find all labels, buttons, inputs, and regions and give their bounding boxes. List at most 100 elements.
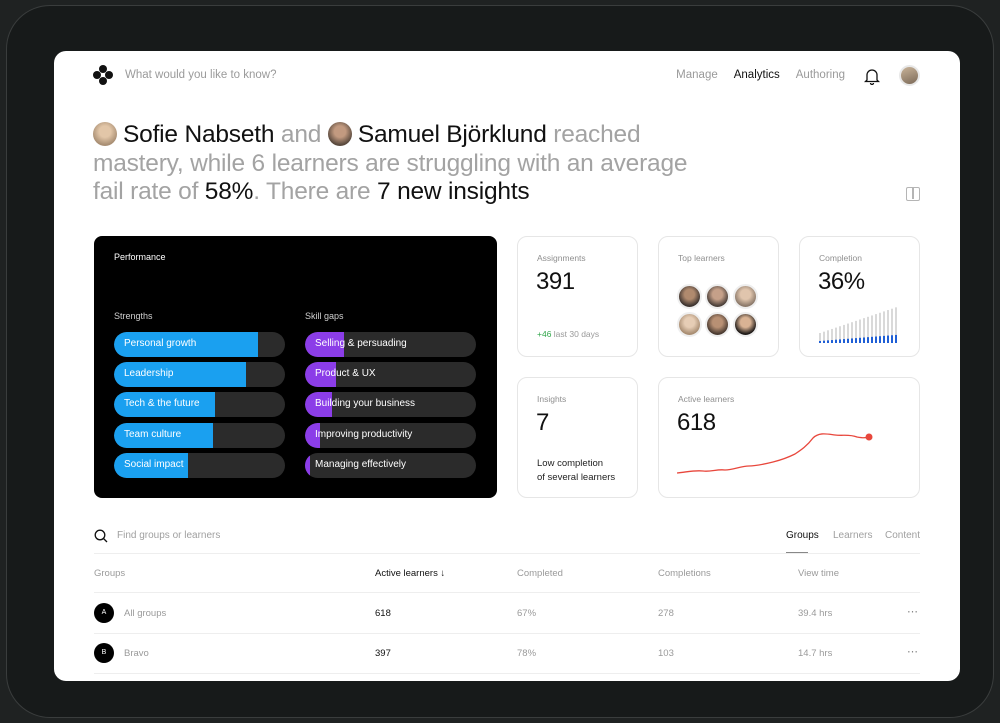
- completion-bar-bg: [871, 315, 873, 343]
- completions-cell: 278: [658, 608, 674, 619]
- avatar[interactable]: [677, 312, 702, 337]
- strength-bar[interactable]: Team culture: [114, 422, 285, 448]
- layout-toggle-icon[interactable]: [906, 187, 920, 201]
- divider: [94, 553, 920, 554]
- completion-bar: [891, 335, 893, 343]
- completion-bar: [863, 337, 865, 343]
- column-view-time[interactable]: View time: [798, 568, 840, 579]
- completion-bar: [843, 339, 845, 343]
- search-icon[interactable]: [94, 529, 108, 543]
- completion-bar-bg: [867, 316, 869, 343]
- completion-bar-bg: [823, 331, 825, 343]
- skill-gap-bar[interactable]: Managing effectively: [305, 452, 476, 478]
- tab-learners[interactable]: Learners: [833, 530, 873, 541]
- completion-bar: [827, 340, 829, 343]
- skill-gap-bar[interactable]: Selling & persuading: [305, 332, 476, 357]
- completion-bar-bg: [835, 327, 837, 343]
- ask-input[interactable]: What would you like to know?: [125, 69, 277, 81]
- completion-bar: [855, 338, 857, 343]
- fail-rate: 58%: [204, 178, 254, 206]
- column-groups[interactable]: Groups: [94, 568, 126, 579]
- strength-bar[interactable]: Social impact: [114, 452, 285, 478]
- divider: [94, 633, 920, 634]
- summary-headline: Sofie Nabseth and Samuel Björklund reach…: [93, 121, 688, 206]
- column-completions[interactable]: Completions: [658, 568, 711, 579]
- completion-bar-bg: [859, 319, 861, 343]
- strength-bar-label: Leadership: [124, 368, 174, 380]
- column-active-learners[interactable]: Active learners ↓: [375, 568, 446, 579]
- card-title: Top learners: [678, 253, 725, 263]
- strength-bar-label: Tech & the future: [124, 398, 200, 410]
- avatar: [327, 122, 352, 146]
- completion-bar-bg: [827, 330, 829, 343]
- card-title: Insights: [537, 394, 567, 404]
- insights-link[interactable]: 7 new insights: [377, 178, 530, 206]
- completion-bar-bg: [847, 323, 849, 343]
- completed-cell: 67%: [517, 608, 537, 619]
- avatar[interactable]: [733, 284, 758, 309]
- avatar[interactable]: [705, 312, 730, 337]
- strength-bar-label: Team culture: [124, 428, 182, 440]
- insights-card[interactable]: Insights 7 Low completion of several lear…: [517, 377, 638, 498]
- completion-card[interactable]: Completion 36%: [799, 236, 920, 357]
- completion-bar: [823, 340, 825, 343]
- completion-bar-bg: [863, 318, 865, 343]
- completed-cell: 78%: [517, 648, 537, 659]
- nav-authoring[interactable]: Authoring: [795, 69, 845, 81]
- completion-bar-bg: [819, 333, 821, 343]
- more-options-icon[interactable]: ⋯: [907, 606, 919, 618]
- avatar[interactable]: [705, 284, 730, 309]
- top-learners-card[interactable]: Top learners: [658, 236, 779, 357]
- top-learners-avatars: [677, 284, 761, 337]
- assignments-card[interactable]: Assignments 391 +46 last 30 days: [517, 236, 638, 357]
- group-badge: A: [94, 603, 114, 623]
- completion-bar: [875, 336, 877, 343]
- more-options-icon[interactable]: ⋯: [907, 646, 919, 658]
- strength-bar[interactable]: Leadership: [114, 362, 285, 388]
- strength-bar-fill: [114, 452, 188, 478]
- active-learners-card[interactable]: Active learners 618: [658, 377, 920, 498]
- completion-bar-bg: [891, 308, 893, 343]
- group-name[interactable]: Bravo: [124, 648, 149, 659]
- strength-bar-fill: [114, 392, 215, 418]
- completion-bar: [851, 338, 853, 343]
- skill-gap-bar-label: Building your business: [315, 398, 416, 410]
- avatar[interactable]: [733, 312, 758, 337]
- strength-bar[interactable]: Tech & the future: [114, 392, 285, 418]
- nav-analytics[interactable]: Analytics: [733, 69, 780, 81]
- skill-gap-bar-fill: [305, 362, 336, 388]
- skill-gap-bar[interactable]: Product & UX: [305, 362, 476, 388]
- skill-gap-bar-fill: [305, 332, 345, 357]
- active-learners-cell: 397: [375, 648, 391, 659]
- tab-content[interactable]: Content: [885, 530, 921, 541]
- completion-bar: [847, 338, 849, 343]
- bell-icon[interactable]: [864, 68, 880, 85]
- user-avatar[interactable]: [899, 65, 920, 86]
- completion-bar-chart: [819, 307, 897, 343]
- column-completed[interactable]: Completed: [517, 568, 563, 579]
- completion-bar: [871, 336, 873, 343]
- group-badge: B: [94, 643, 114, 663]
- tab-groups[interactable]: Groups: [786, 530, 819, 541]
- completion-bar-bg: [883, 311, 885, 343]
- strength-bar[interactable]: Personal growth: [114, 332, 285, 357]
- nav-manage[interactable]: Manage: [676, 69, 718, 81]
- skill-gap-bar-fill: [305, 452, 311, 478]
- learner-name-2[interactable]: Samuel Björklund: [357, 121, 547, 148]
- group-name[interactable]: All groups: [124, 608, 167, 619]
- learner-name-1[interactable]: Sofie Nabseth: [123, 121, 275, 148]
- avatar[interactable]: [677, 284, 702, 309]
- completion-bar: [895, 334, 897, 343]
- completion-bar-bg: [879, 312, 881, 343]
- skill-gap-bar[interactable]: Improving productivity: [305, 422, 476, 448]
- skill-gap-bar[interactable]: Building your business: [305, 392, 476, 418]
- active-learners-cell: 618: [375, 608, 391, 619]
- completion-bar: [831, 340, 833, 343]
- completion-bar-bg: [895, 307, 897, 343]
- completion-bar-bg: [831, 328, 833, 343]
- insights-value: 7: [536, 409, 549, 436]
- divider: [94, 592, 920, 593]
- groups-search-input[interactable]: Find groups or learners: [117, 530, 221, 541]
- top-bar: What would you like to know? Manage Anal…: [54, 51, 960, 101]
- completion-bar-bg: [851, 322, 853, 343]
